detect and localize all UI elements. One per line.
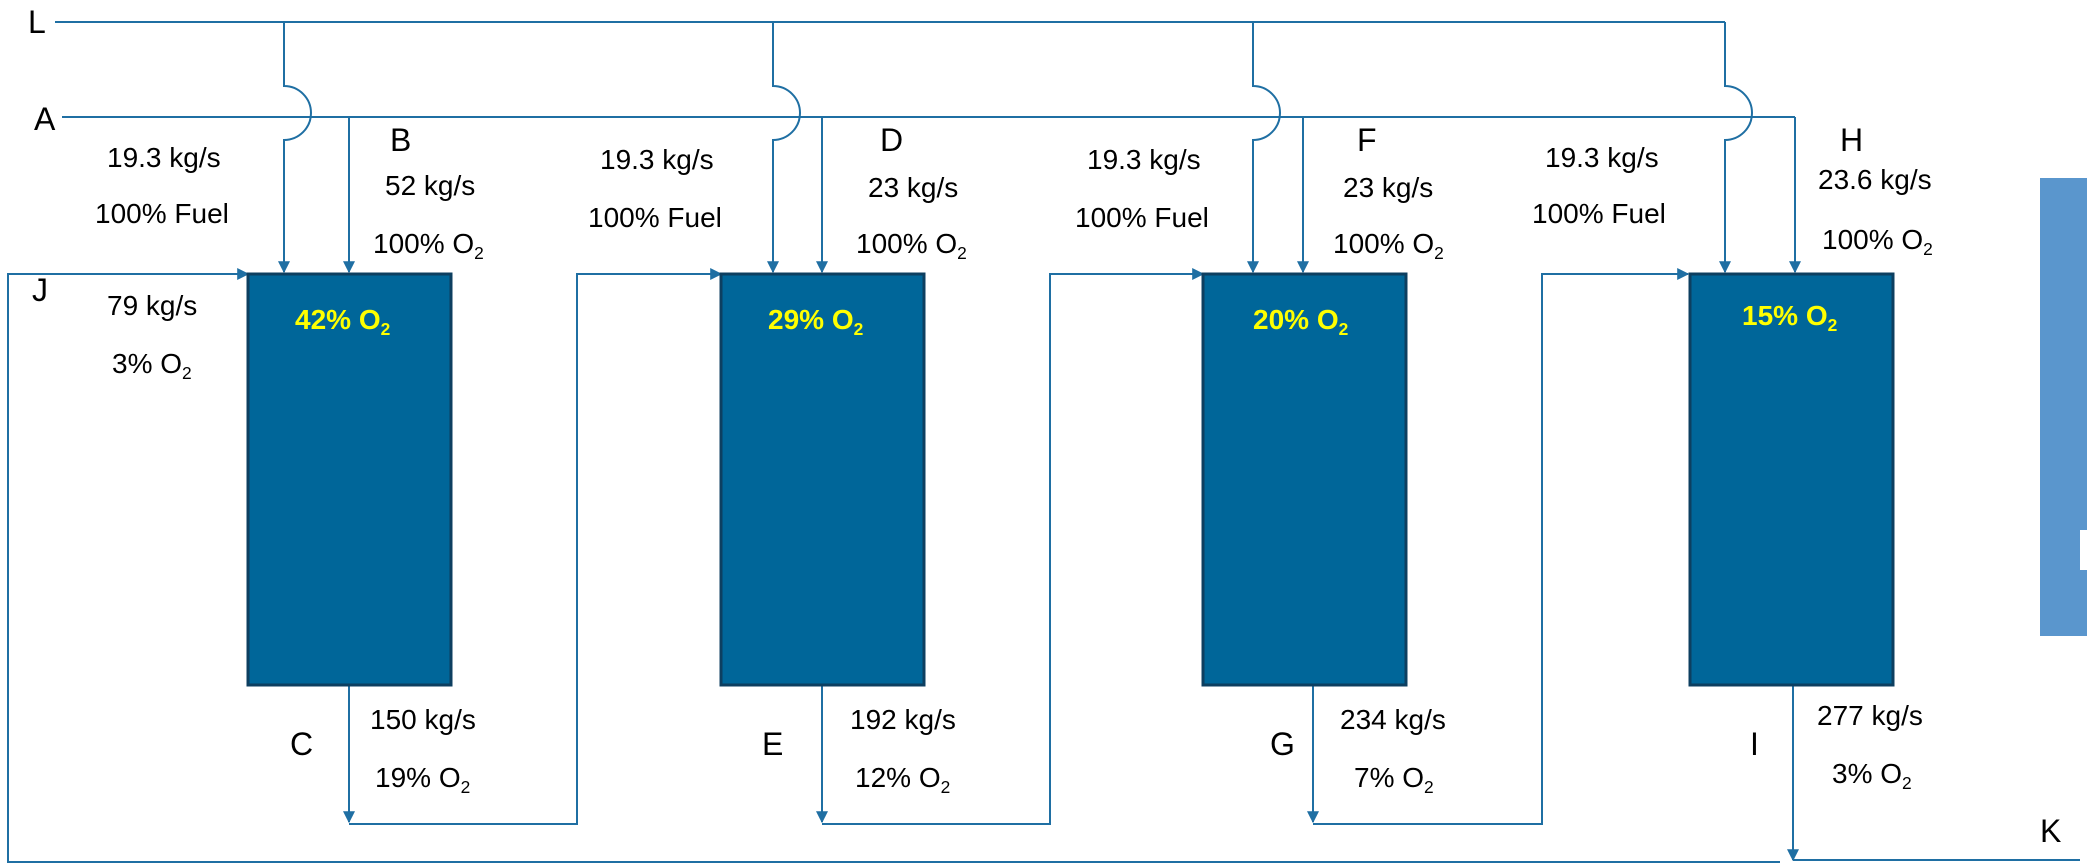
node-B: B	[390, 122, 412, 158]
stage3-o2-flow: 23 kg/s	[1343, 172, 1434, 203]
reactor-2	[719, 272, 926, 687]
recycle-comp: 3% O2	[112, 348, 192, 384]
stage2-out-flow: 192 kg/s	[850, 704, 956, 735]
node-E: E	[762, 726, 784, 762]
stage2-o2-comp: 100% O2	[856, 228, 967, 264]
stage4-o2-flow: 23.6 kg/s	[1818, 164, 1932, 195]
node-L: L	[28, 4, 46, 40]
reactor-3-label: 20% O2	[1253, 304, 1349, 340]
stage3-o2-comp: 100% O2	[1333, 228, 1444, 264]
fuel-drop-1	[278, 22, 312, 274]
node-A: A	[34, 101, 56, 137]
recycle-line-J	[7, 268, 1780, 863]
stage2-fuel-flow: 19.3 kg/s	[600, 144, 714, 175]
node-I: I	[1750, 726, 1759, 762]
node-D: D	[880, 122, 904, 158]
stage4-o2-comp: 100% O2	[1822, 224, 1933, 260]
node-J: J	[32, 272, 48, 308]
node-F: F	[1357, 122, 1377, 158]
reactor-3	[1201, 272, 1408, 687]
stage3-out-comp: 7% O2	[1354, 762, 1434, 798]
stage4-fuel-comp: 100% Fuel	[1532, 198, 1666, 229]
stage1-o2-comp: 100% O2	[373, 228, 484, 264]
node-K: K	[2040, 813, 2062, 849]
reactor-4-label: 15% O2	[1742, 300, 1838, 336]
stage4-out-flow: 277 kg/s	[1817, 700, 1923, 731]
stream-E-to-stage3	[822, 268, 1205, 825]
node-C: C	[290, 726, 314, 762]
reactor-1	[246, 272, 453, 687]
stage1-out-flow: 150 kg/s	[370, 704, 476, 735]
reactor-4	[1688, 272, 1895, 687]
reactor-2-label: 29% O2	[768, 304, 864, 340]
fuel-drop-3	[1247, 22, 1281, 274]
node-H: H	[1840, 122, 1864, 158]
recycle-flow: 79 kg/s	[107, 290, 198, 321]
stage3-out-flow: 234 kg/s	[1340, 704, 1446, 735]
stage4-out-comp: 3% O2	[1832, 758, 1912, 794]
reactor-1-label: 42% O2	[295, 304, 391, 340]
stage1-fuel-flow: 19.3 kg/s	[107, 142, 221, 173]
stage2-o2-flow: 23 kg/s	[868, 172, 959, 203]
node-G: G	[1270, 726, 1295, 762]
stage4-fuel-flow: 19.3 kg/s	[1545, 142, 1659, 173]
side-panel-mark	[2080, 530, 2087, 570]
stage1-o2-flow: 52 kg/s	[385, 170, 476, 201]
stage1-out-comp: 19% O2	[375, 762, 471, 798]
side-panel	[2040, 178, 2087, 636]
stage3-fuel-flow: 19.3 kg/s	[1087, 144, 1201, 175]
stage2-out-comp: 12% O2	[855, 762, 951, 798]
stage1-fuel-comp: 100% Fuel	[95, 198, 229, 229]
stage2-fuel-comp: 100% Fuel	[588, 202, 722, 233]
fuel-drop-2	[767, 22, 801, 274]
stage3-fuel-comp: 100% Fuel	[1075, 202, 1209, 233]
fuel-drop-4	[1719, 22, 1753, 274]
stream-G-to-stage4	[1313, 268, 1690, 825]
stream-C-to-stage2	[349, 268, 723, 825]
